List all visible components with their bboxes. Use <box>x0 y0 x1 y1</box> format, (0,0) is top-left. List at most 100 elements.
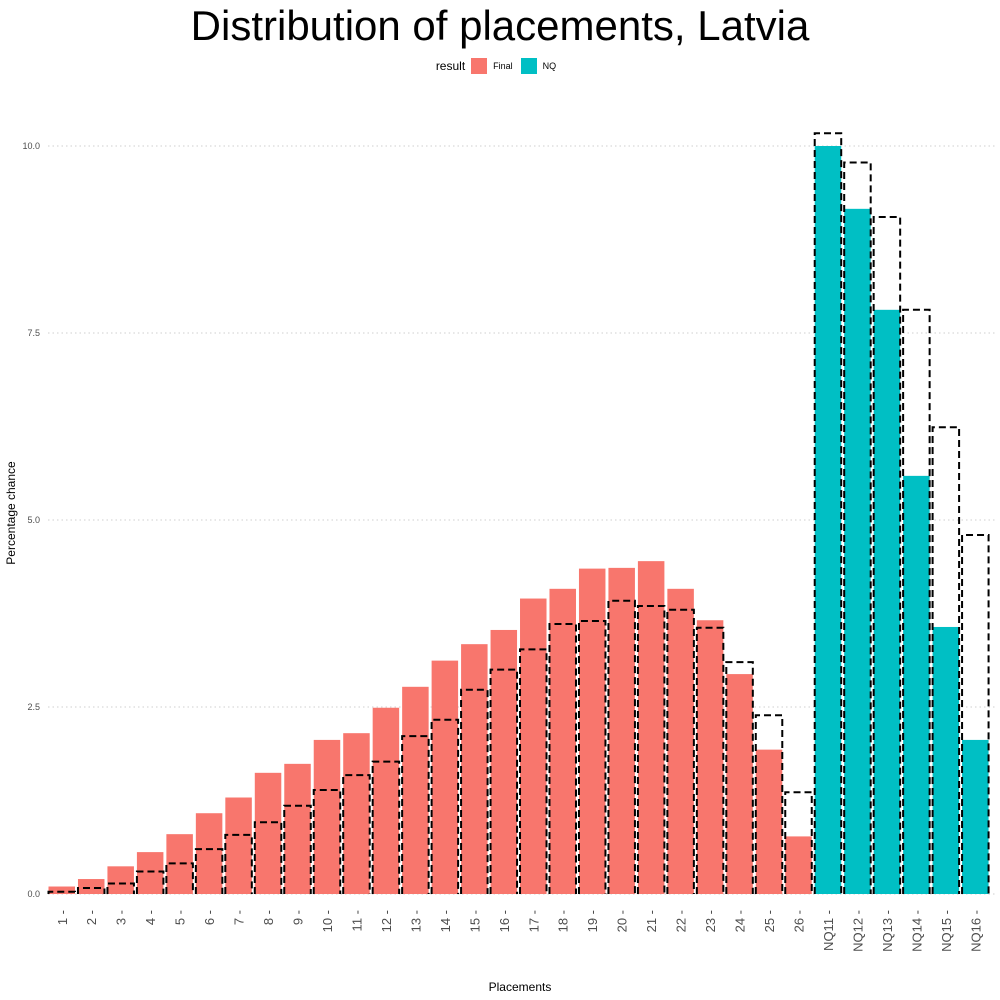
outline-5 <box>165 862 194 894</box>
outline-9 <box>283 804 312 894</box>
x-tick-label: 22 - <box>674 910 689 932</box>
bar-2 <box>77 879 105 894</box>
bar-9 <box>284 763 311 894</box>
bar-nq15 <box>932 626 960 894</box>
x-tick-label: 18 - <box>556 910 571 932</box>
outline-16 <box>489 668 519 894</box>
bar-19 <box>578 568 606 894</box>
outline-24 <box>725 661 754 894</box>
bar-12 <box>372 707 400 894</box>
bar-23 <box>696 620 724 894</box>
legend-label-nq: NQ <box>542 61 557 71</box>
x-axis-label: Placements <box>489 980 552 994</box>
x-tick-label: 15 - <box>467 910 482 932</box>
outline-nq15 <box>931 426 961 894</box>
x-tick-label: 23 - <box>703 910 718 932</box>
bar-16 <box>490 629 518 894</box>
legend: result Final NQ <box>0 58 1000 74</box>
x-tick-label: 8 - <box>261 910 276 925</box>
outline-18 <box>548 622 577 894</box>
bar-17 <box>520 598 547 894</box>
x-tick-label: 9 - <box>291 910 306 925</box>
bar-4 <box>136 852 164 894</box>
outline-10 <box>312 789 342 894</box>
outline-nq11 <box>813 132 843 894</box>
x-tick-label: 16 - <box>497 910 512 932</box>
y-tick-label: 10.0 <box>22 141 40 151</box>
bar-7 <box>225 797 252 894</box>
outline-15 <box>460 688 489 894</box>
bar-nq14 <box>903 475 930 894</box>
bar-14 <box>431 660 459 894</box>
bar-layer <box>48 146 989 894</box>
x-tick-label: 11 - <box>349 910 364 931</box>
bar-25 <box>755 749 783 894</box>
outline-23 <box>695 626 725 894</box>
x-tick-label: 5 - <box>173 910 188 925</box>
y-tick-label: 7.5 <box>27 328 40 338</box>
legend-swatch-nq <box>520 58 537 74</box>
x-tick-label: 2 - <box>84 910 99 925</box>
x-tick-label: 13 - <box>408 910 423 932</box>
x-tick-label: 26 - <box>792 910 807 932</box>
outline-14 <box>430 718 460 894</box>
legend-title: result <box>435 59 466 73</box>
outline-nq12 <box>843 161 872 894</box>
outline-8 <box>253 821 283 894</box>
dashed-outline-layer <box>47 132 990 894</box>
bar-nq13 <box>873 309 901 894</box>
bar-24 <box>726 674 753 894</box>
x-tick-labels: 1 - 2 - 3 - 4 - 5 - 6 - 7 - 8 - 9 - 10 - 11 - 12 - 1… <box>55 910 984 952</box>
x-tick-label: NQ11 - <box>821 910 836 951</box>
x-tick-label: 7 - <box>232 910 247 925</box>
x-tick-label: 20 - <box>615 910 630 932</box>
y-tick-label: 0.0 <box>27 889 40 899</box>
bar-nq16 <box>962 739 989 894</box>
outline-3 <box>106 882 135 894</box>
outline-nq14 <box>902 308 931 894</box>
outline-17 <box>519 648 548 894</box>
x-tick-label: 10 - <box>320 910 335 932</box>
x-tick-label: 17 - <box>526 910 541 932</box>
x-tick-label: NQ16 - <box>968 910 983 952</box>
bar-20 <box>608 567 635 894</box>
x-tick-label: 3 - <box>114 910 129 925</box>
bar-26 <box>785 836 812 894</box>
x-tick-label: NQ12 - <box>850 910 865 952</box>
bar-nq11 <box>814 146 842 894</box>
x-tick-label: NQ15 - <box>939 910 954 952</box>
x-tick-label: 1 - <box>55 910 70 925</box>
bar-nq12 <box>844 208 871 894</box>
outline-11 <box>342 774 371 894</box>
outline-22 <box>666 608 695 894</box>
bar-3 <box>107 866 134 894</box>
x-tick-label: 19 - <box>585 910 600 932</box>
bar-8 <box>254 772 282 894</box>
x-tick-label: 6 - <box>202 910 217 925</box>
legend-item-nq: NQ <box>520 58 557 74</box>
y-tick-label: 5.0 <box>27 515 40 525</box>
bar-6 <box>195 813 223 894</box>
bar-10 <box>313 739 341 894</box>
x-tick-label: 25 - <box>762 910 777 932</box>
x-tick-label: 24 - <box>733 910 748 932</box>
x-tick-label: 14 - <box>438 910 453 932</box>
outline-26 <box>784 791 813 894</box>
outline-12 <box>371 760 401 894</box>
outline-1 <box>47 890 76 894</box>
outline-7 <box>224 833 253 894</box>
legend-label-final: Final <box>493 61 513 71</box>
chart-title: Distribution of placements, Latvia <box>190 2 810 49</box>
outline-25 <box>754 714 784 894</box>
bar-1 <box>48 886 75 894</box>
outline-6 <box>194 848 224 894</box>
legend-swatch-final <box>471 58 488 74</box>
outline-20 <box>607 599 636 894</box>
x-tick-label: 21 - <box>644 910 659 932</box>
bar-18 <box>549 588 576 894</box>
outline-13 <box>401 735 430 894</box>
x-tick-label: 4 - <box>143 910 158 925</box>
outline-21 <box>636 605 666 894</box>
x-tick-label: NQ13 - <box>880 910 895 952</box>
